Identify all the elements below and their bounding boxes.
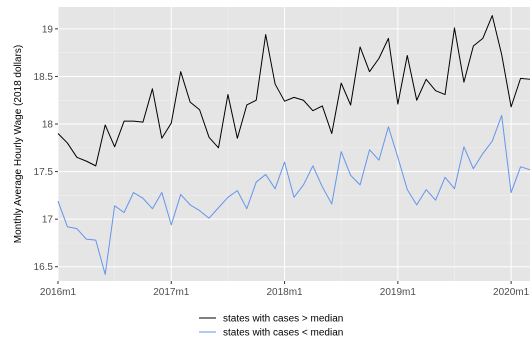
plot-panel (58, 7, 530, 281)
y-tick-label: 16.5 (34, 262, 54, 273)
grid-lines (57, 7, 530, 281)
x-tick-label: 2019m1 (380, 287, 417, 298)
legend-label-1: states with cases > median (223, 314, 343, 325)
y-axis-title: Monthly Average Hourly Wage (2018 dollar… (13, 45, 24, 243)
series-line-2 (57, 114, 531, 275)
y-axis: 16.5 17 17.5 18 18.5 19 (34, 24, 58, 273)
y-tick-label: 17.5 (34, 167, 54, 178)
series-lines (57, 15, 531, 275)
y-tick-label: 18 (42, 120, 54, 131)
x-tick-label: 2018m1 (266, 287, 303, 298)
legend-label-2: states with cases < median (223, 328, 343, 339)
y-tick-label: 19 (42, 24, 54, 35)
x-tick-label: 2016m1 (40, 287, 77, 298)
x-axis: 2016m1 2017m1 2018m1 2019m1 2020m1 (40, 281, 530, 298)
legend: states with cases > median states with ca… (199, 314, 343, 339)
y-tick-label: 18.5 (34, 72, 54, 83)
series-line-1 (57, 15, 531, 167)
x-tick-label: 2020m1 (493, 287, 530, 298)
y-tick-label: 17 (42, 215, 54, 226)
x-tick-label: 2017m1 (153, 287, 190, 298)
